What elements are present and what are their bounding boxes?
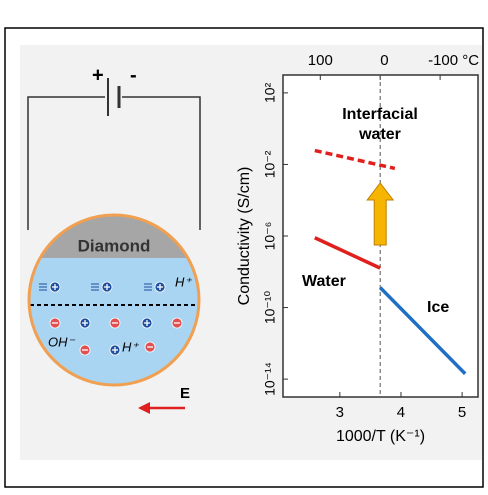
y-tick-label: 10⁻⁶ xyxy=(262,222,278,251)
series-label: Ice xyxy=(427,299,449,316)
ion-label: OH⁻ xyxy=(48,334,76,349)
field-label: E xyxy=(180,385,190,402)
y-tick-label: 10⁻² xyxy=(262,150,278,178)
ion-label: H⁺ xyxy=(175,274,192,289)
y-tick-label: 10² xyxy=(262,82,278,103)
x-axis-label: 1000/T (K⁻¹) xyxy=(336,428,425,445)
y-tick-label: 10⁻¹⁴ xyxy=(262,362,278,396)
battery-plus: + xyxy=(92,64,104,86)
x2-tick-label: 0 xyxy=(380,52,388,69)
y-axis-label: Conductivity (S/cm) xyxy=(236,167,253,306)
x-tick-label: 4 xyxy=(397,404,405,421)
x2-tick-label: 100 xyxy=(308,52,333,69)
x2-tick-label: -100 °C xyxy=(428,52,479,69)
ion-label: H⁺ xyxy=(122,339,139,354)
y-tick-label: 10⁻¹⁰ xyxy=(262,291,278,325)
x-tick-label: 3 xyxy=(336,404,344,421)
electrode-label: Diamond xyxy=(78,236,151,255)
x-tick-label: 5 xyxy=(458,404,466,421)
figure: + - Diamond H⁺ OH⁻ H⁺ E 10² 10⁻² 10⁻⁶ 10⁻¹⁰… xyxy=(0,0,488,490)
series-label: Water xyxy=(302,273,346,290)
battery-minus: - xyxy=(130,64,137,86)
